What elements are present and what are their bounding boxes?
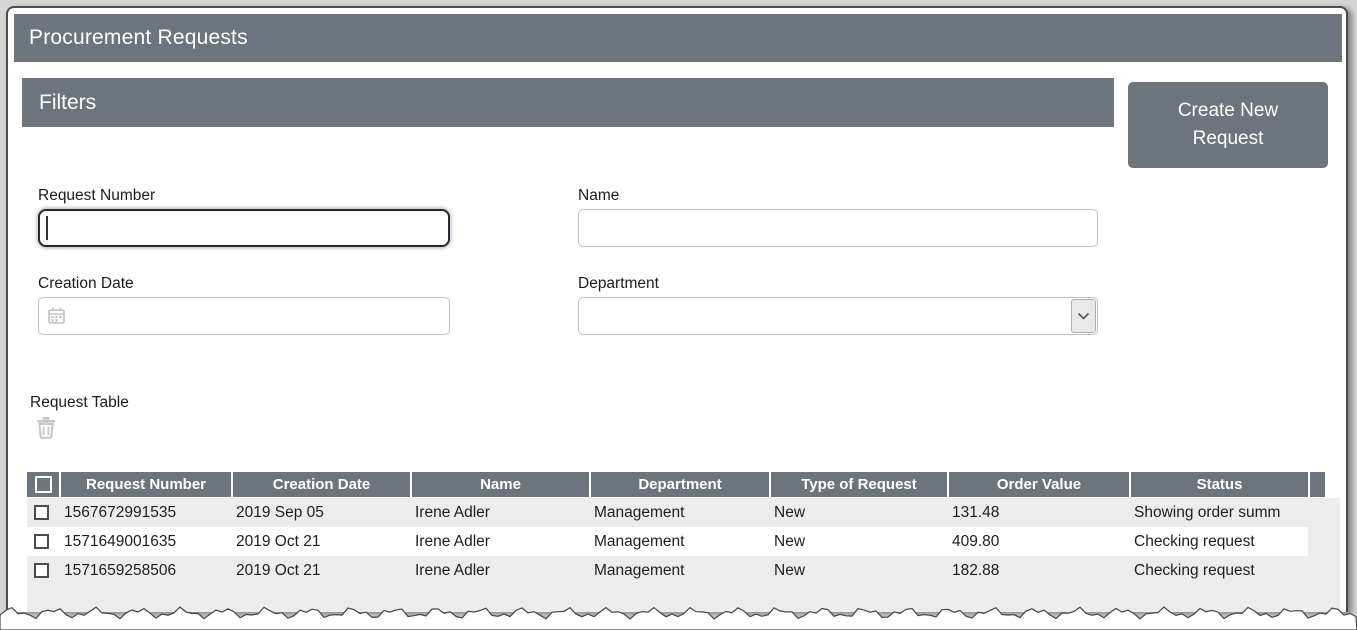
name-field-group: Name (578, 187, 1098, 247)
cell-creation-date: 2019 Oct 21 (236, 561, 321, 579)
row-checkbox[interactable] (34, 563, 49, 578)
cell-type-of-request: New (774, 503, 806, 521)
department-select-wrap (578, 297, 1098, 335)
request-number-label: Request Number (38, 187, 156, 204)
column-header-status: Status (1131, 472, 1308, 497)
request-table: Request Number Creation Date Name Depart… (27, 472, 1340, 612)
cell-request-number: 1567672991535 (64, 503, 177, 521)
table-header-row: Request Number Creation Date Name Depart… (27, 472, 1340, 498)
column-header-department: Department (591, 472, 769, 497)
column-header-type-of-request: Type of Request (771, 472, 947, 497)
table-header-filler (1310, 472, 1325, 497)
cell-order-value: 409.80 (952, 532, 1000, 550)
table-row[interactable]: 1571659258506 2019 Oct 21 Irene Adler Ma… (27, 556, 1308, 585)
name-label: Name (578, 187, 620, 204)
row-checkbox[interactable] (34, 505, 49, 520)
cell-creation-date: 2019 Sep 05 (236, 503, 324, 521)
creation-date-input[interactable] (38, 297, 450, 335)
department-dropdown-button[interactable] (1071, 299, 1096, 333)
cell-type-of-request: New (774, 532, 806, 550)
chevron-down-icon (1077, 312, 1090, 320)
department-field-group: Department (578, 275, 1098, 335)
creation-date-field-group: Creation Date (38, 275, 450, 335)
creation-date-label: Creation Date (38, 275, 134, 292)
name-input[interactable] (578, 209, 1098, 247)
cell-creation-date: 2019 Oct 21 (236, 532, 321, 550)
request-table-block: Request Table (30, 394, 1346, 444)
cell-department: Management (594, 503, 685, 521)
cell-name: Irene Adler (415, 532, 490, 550)
cell-status: Checking request (1134, 532, 1255, 550)
department-select[interactable] (578, 297, 1098, 335)
row-checkbox[interactable] (34, 534, 49, 549)
table-row[interactable]: 1571649001635 2019 Oct 21 Irene Adler Ma… (27, 527, 1308, 556)
cell-name: Irene Adler (415, 503, 490, 521)
table-row[interactable]: 1567672991535 2019 Sep 05 Irene Adler Ma… (27, 498, 1308, 527)
cell-order-value: 182.88 (952, 561, 1000, 579)
select-all-checkbox[interactable] (34, 476, 52, 493)
cell-status: Checking request (1134, 561, 1255, 579)
column-header-name: Name (412, 472, 589, 497)
request-table-label: Request Table (30, 394, 129, 411)
app-window: Procurement Requests Filters Create New … (6, 6, 1348, 612)
cell-order-value: 131.48 (952, 503, 1000, 521)
creation-date-field-wrap (38, 297, 450, 335)
cell-request-number: 1571649001635 (64, 532, 177, 550)
filters-section-title: Filters (22, 78, 1114, 127)
column-header-creation-date: Creation Date (233, 472, 410, 497)
create-new-request-button[interactable]: Create New Request (1128, 82, 1328, 168)
request-number-field-wrap (38, 209, 450, 247)
text-caret (46, 216, 48, 240)
filters-row: Filters Create New Request (22, 78, 1336, 168)
cell-request-number: 1571659258506 (64, 561, 177, 579)
cell-type-of-request: New (774, 561, 806, 579)
column-header-order-value: Order Value (949, 472, 1129, 497)
column-header-request-number: Request Number (61, 472, 231, 497)
page-title: Procurement Requests (14, 14, 1342, 62)
cell-department: Management (594, 561, 685, 579)
trash-icon[interactable] (35, 416, 57, 439)
cell-status: Showing order summ (1134, 503, 1281, 521)
department-label: Department (578, 275, 659, 292)
request-number-input[interactable] (38, 209, 450, 247)
filters-form: Request Number Name Creation Date (38, 187, 1098, 335)
table-header-checkbox-cell (27, 472, 59, 497)
cell-department: Management (594, 532, 685, 550)
request-number-field-group: Request Number (38, 187, 450, 247)
cell-name: Irene Adler (415, 561, 490, 579)
